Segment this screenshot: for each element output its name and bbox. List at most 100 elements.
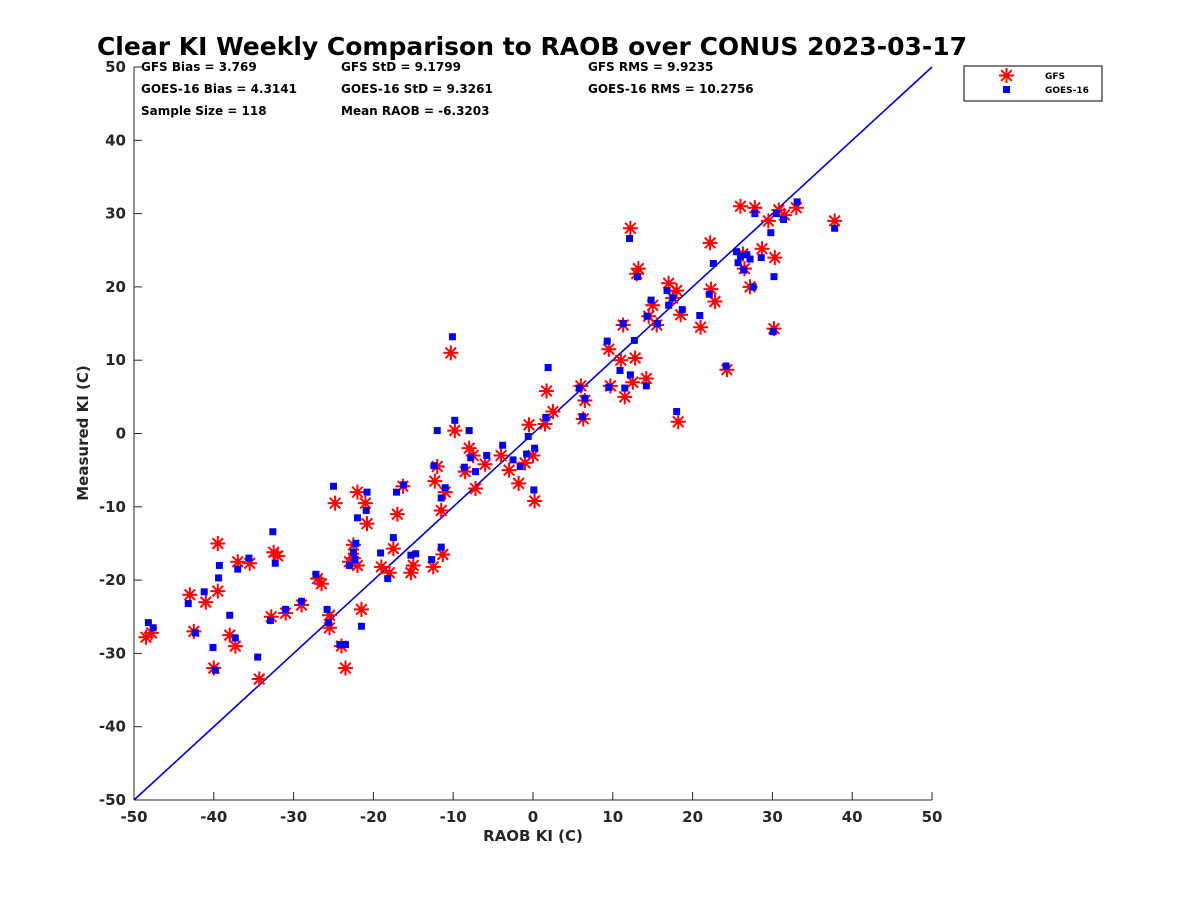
goes16-point: [780, 215, 788, 223]
gfs-point: [627, 350, 643, 366]
goes16-point: [542, 413, 550, 421]
y-tick-label: -30: [99, 644, 126, 662]
goes16-point: [751, 210, 759, 218]
goes16-point: [234, 565, 242, 573]
stat-gfs-std: GFS StD = 9.1799: [341, 60, 461, 74]
goes16-point: [749, 283, 757, 291]
goes16-point: [578, 413, 586, 421]
gfs-point: [527, 493, 543, 509]
gfs-point: [437, 484, 453, 500]
gfs-point: [349, 557, 365, 573]
goes16-point: [433, 427, 441, 435]
gfs-point: [357, 495, 373, 511]
gfs-point: [433, 502, 449, 518]
gfs-point: [242, 555, 258, 571]
y-tick-label: 20: [105, 278, 126, 296]
gfs-point: [601, 341, 617, 357]
gfs-point: [670, 414, 686, 430]
gfs-point: [525, 447, 541, 463]
gfs-point: [230, 554, 246, 570]
gfs-point: [270, 548, 286, 564]
gfs-point: [537, 416, 553, 432]
gfs-point: [227, 638, 243, 654]
goes16-point: [215, 574, 223, 582]
goes16-point: [226, 611, 234, 619]
gfs-point: [760, 213, 776, 229]
goes16-point: [793, 198, 801, 206]
gfs-point: [359, 516, 375, 532]
gfs-point: [349, 484, 365, 500]
goes16-point: [544, 364, 552, 372]
goes16-point: [353, 514, 361, 522]
gfs-point: [719, 362, 735, 378]
goes16-point: [523, 450, 531, 458]
goes16-point: [831, 224, 839, 232]
gfs-point: [263, 609, 279, 625]
goes16-point: [642, 382, 650, 390]
gfs-point: [477, 456, 493, 472]
gfs-point: [251, 671, 267, 687]
goes16-point: [266, 616, 274, 624]
x-tick-label: -20: [360, 808, 387, 826]
gfs-point: [638, 371, 654, 387]
x-tick-label: -10: [440, 808, 467, 826]
y-tick-label: 50: [105, 58, 126, 76]
goes16-point: [472, 468, 480, 476]
gfs-point: [294, 597, 310, 613]
goes16-point: [460, 463, 468, 471]
gfs-point: [645, 297, 661, 313]
gfs-point: [622, 220, 638, 236]
goes16-point: [362, 506, 370, 514]
goes16-point: [722, 362, 730, 370]
gfs-point: [427, 473, 443, 489]
goes16-point: [665, 301, 673, 309]
gfs-point: [771, 202, 787, 218]
goes16-point: [389, 534, 397, 542]
gfs-point: [337, 660, 353, 676]
gfs-point: [327, 495, 343, 511]
goes16-point: [412, 550, 420, 558]
gfs-point: [747, 200, 763, 216]
goes16-point: [325, 619, 333, 627]
gfs-point: [322, 607, 338, 623]
goes16-point: [669, 294, 677, 302]
gfs-point: [788, 200, 804, 216]
goes16-point: [254, 653, 262, 661]
goes16-point: [767, 229, 775, 237]
goes16-point: [630, 336, 638, 344]
x-tick-label: 50: [922, 808, 943, 826]
goes16-point: [282, 605, 290, 613]
one-to-one-line: [133, 66, 933, 801]
goes16-point: [772, 210, 780, 218]
gfs-point: [501, 462, 517, 478]
goes16-point: [616, 366, 624, 374]
gfs-point: [210, 583, 226, 599]
goes16-point: [400, 481, 408, 489]
goes16-point: [191, 629, 199, 637]
gfs-point: [613, 352, 629, 368]
gfs-point: [703, 281, 719, 297]
gfs-point: [182, 587, 198, 603]
gfs-point: [353, 601, 369, 617]
gfs-point: [373, 559, 389, 575]
x-tick-label: 10: [602, 808, 623, 826]
stat-goes-rms: GOES-16 RMS = 10.2756: [588, 82, 754, 96]
y-tick-label: 0: [116, 425, 126, 443]
gfs-point: [403, 565, 419, 581]
x-tick-label: -40: [200, 808, 227, 826]
gfs-point: [707, 294, 723, 310]
goes16-point: [345, 561, 353, 569]
gfs-point: [198, 594, 214, 610]
goes16-point: [269, 528, 277, 536]
y-tick-label: -20: [99, 571, 126, 589]
goes16-point: [271, 559, 279, 567]
goes16-point: [377, 549, 385, 557]
stat-sample-size: Sample Size = 118: [141, 104, 267, 118]
y-axis-label: Measured KI (C): [74, 365, 92, 501]
gfs-point: [754, 241, 770, 257]
gfs-point: [144, 625, 160, 641]
chart-title: Clear KI Weekly Comparison to RAOB over …: [97, 32, 967, 61]
goes16-point: [465, 427, 473, 435]
gfs-point: [322, 620, 338, 636]
gfs-point: [389, 506, 405, 522]
